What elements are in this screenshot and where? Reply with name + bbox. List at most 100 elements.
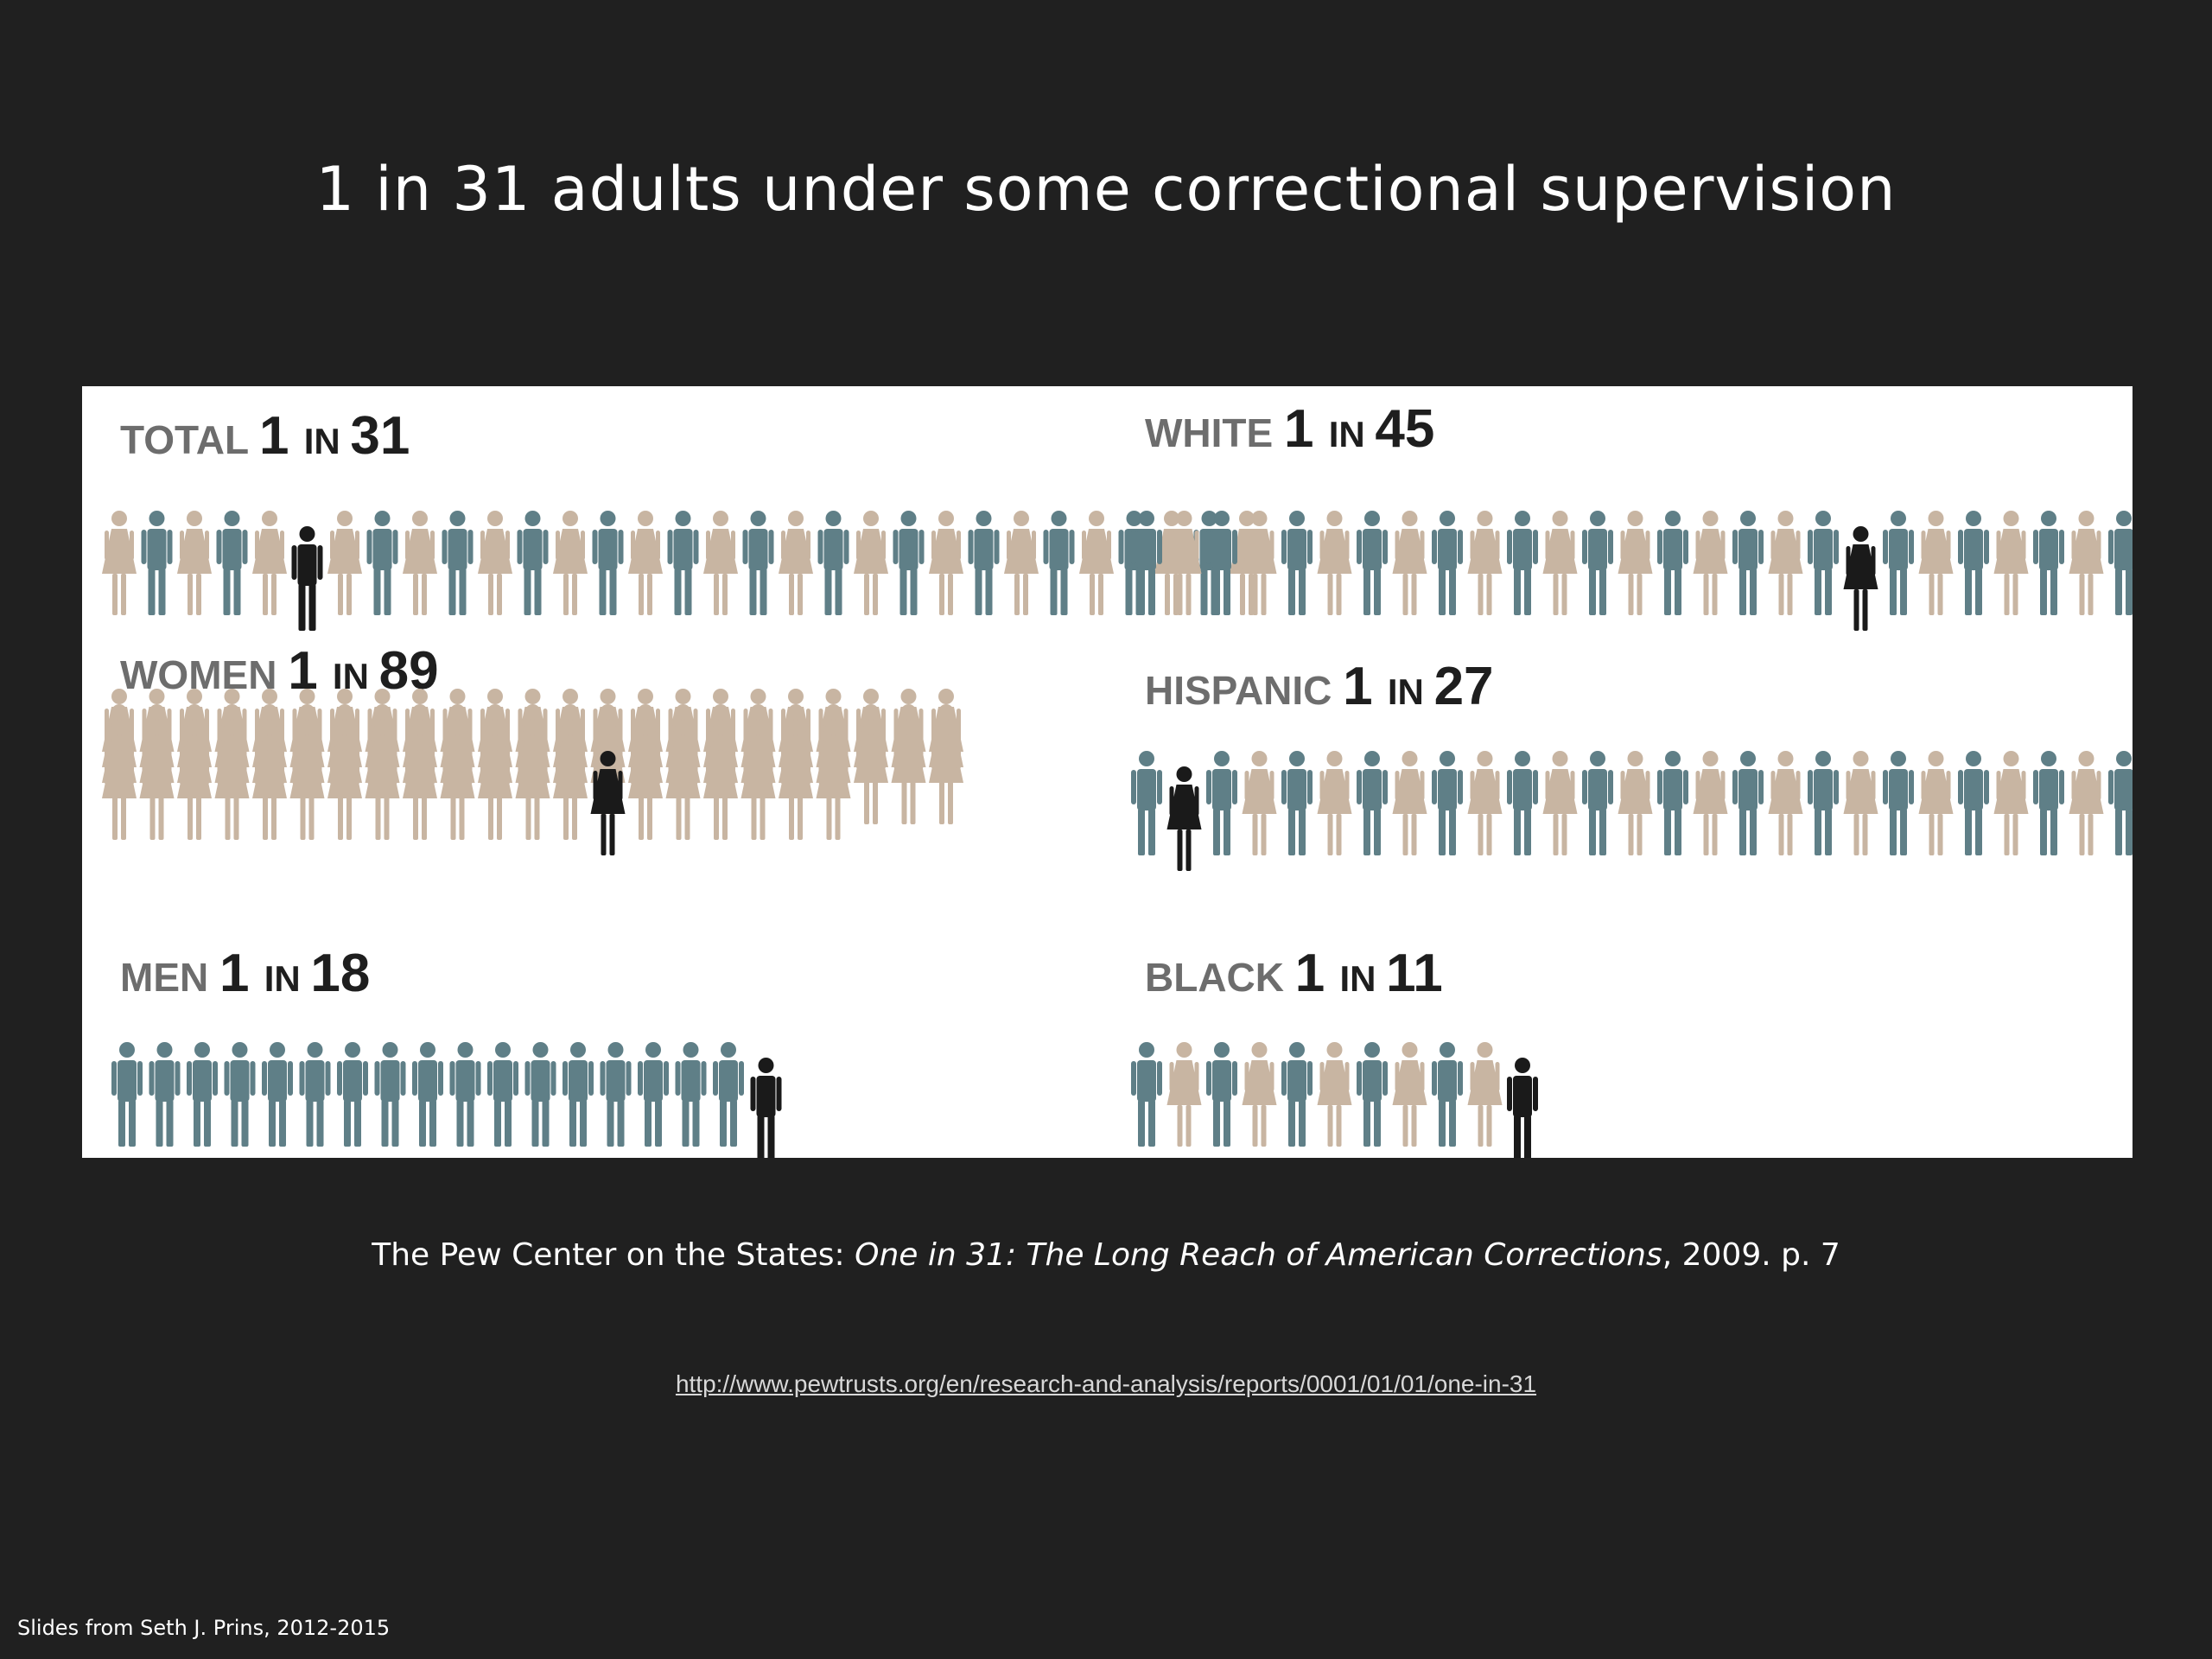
female-person-icon xyxy=(1918,511,1954,615)
series-black: BLACK 1 IN 11 xyxy=(1131,944,1538,1158)
series-label-total: TOTAL 1 IN 31 xyxy=(120,406,410,466)
male-person-icon xyxy=(1958,511,1989,615)
series-label-black: BLACK 1 IN 11 xyxy=(1145,944,1443,1003)
female-person-icon xyxy=(1166,1042,1202,1147)
female-person-icon xyxy=(177,511,212,615)
female-person-icon xyxy=(1317,511,1352,615)
female-person-icon xyxy=(929,511,963,615)
ratio-in: IN xyxy=(1339,958,1386,999)
series-hispanic: HISPANIC 1 IN 27 xyxy=(1131,657,2133,871)
male-person-icon xyxy=(742,511,774,615)
ratio-count: 1 xyxy=(1284,399,1329,459)
series-name: MEN xyxy=(120,955,219,1000)
highlighted-person-icon xyxy=(1843,526,1878,631)
pictograph-svg: TOTAL 1 IN 31 WOMEN 1 IN 89 MEN 1 IN 18 WHI… xyxy=(102,399,2133,1158)
female-person-icon xyxy=(553,735,588,840)
female-person-icon xyxy=(741,735,776,840)
female-person-icon xyxy=(628,735,663,840)
male-person-icon xyxy=(713,1042,744,1147)
male-person-icon xyxy=(1883,511,1914,615)
female-person-icon xyxy=(440,735,475,840)
male-person-icon xyxy=(524,1042,556,1147)
citation: The Pew Center on the States: One in 31:… xyxy=(0,1237,2212,1273)
source-link: http://www.pewtrusts.org/en/research-and… xyxy=(0,1370,2212,1398)
female-person-icon xyxy=(703,511,738,615)
highlighted-person-icon xyxy=(291,526,323,631)
female-person-icon xyxy=(1693,511,1728,615)
male-person-icon xyxy=(1281,1042,1313,1147)
male-person-icon xyxy=(111,1042,143,1147)
series-name: WHITE xyxy=(1145,410,1284,455)
citation-publisher: The Pew Center on the States: xyxy=(372,1237,855,1273)
female-person-icon xyxy=(628,511,663,615)
ratio-total: 89 xyxy=(379,641,439,701)
male-person-icon xyxy=(141,511,173,615)
male-person-icon xyxy=(968,511,1000,615)
male-person-icon xyxy=(487,1042,518,1147)
male-person-icon xyxy=(149,1042,181,1147)
female-person-icon xyxy=(703,735,738,840)
female-person-icon xyxy=(327,735,362,840)
male-person-icon xyxy=(262,1042,293,1147)
female-person-icon xyxy=(1317,751,1352,855)
series-label-hispanic: HISPANIC 1 IN 27 xyxy=(1145,657,1494,716)
male-person-icon xyxy=(187,1042,218,1147)
series-name: HISPANIC xyxy=(1145,668,1343,713)
female-person-icon xyxy=(1242,511,1277,615)
male-person-icon xyxy=(1131,511,1162,615)
female-person-icon xyxy=(1467,751,1503,855)
ratio-in: IN xyxy=(304,421,351,461)
male-person-icon xyxy=(667,511,699,615)
citation-report-title: One in 31: The Long Reach of American Co… xyxy=(855,1237,1662,1273)
female-person-icon xyxy=(1392,751,1427,855)
female-person-icon xyxy=(1993,511,2029,615)
female-person-icon xyxy=(1079,511,1114,615)
female-person-icon xyxy=(1768,511,1803,615)
female-person-icon xyxy=(1693,751,1728,855)
male-person-icon xyxy=(1958,751,1989,855)
male-person-icon xyxy=(1206,751,1237,855)
female-person-icon xyxy=(1618,751,1653,855)
citation-details: , 2009. p. 7 xyxy=(1662,1237,1840,1273)
female-person-icon xyxy=(289,735,325,840)
male-person-icon xyxy=(374,1042,406,1147)
male-person-icon xyxy=(337,1042,368,1147)
male-person-icon xyxy=(563,1042,594,1147)
male-person-icon xyxy=(1357,511,1388,615)
male-person-icon xyxy=(2033,751,2064,855)
ratio-in: IN xyxy=(264,958,311,999)
highlighted-person-icon xyxy=(1166,766,1202,871)
female-person-icon xyxy=(478,511,512,615)
ratio-total: 18 xyxy=(310,944,370,1003)
female-person-icon xyxy=(1542,751,1578,855)
female-person-icon xyxy=(816,735,851,840)
male-person-icon xyxy=(1281,751,1313,855)
male-person-icon xyxy=(1582,751,1613,855)
male-person-icon xyxy=(1582,511,1613,615)
male-person-icon xyxy=(1357,1042,1388,1147)
male-person-icon xyxy=(1357,751,1388,855)
ratio-count: 1 xyxy=(219,944,264,1003)
female-person-icon xyxy=(365,735,400,840)
male-person-icon xyxy=(366,511,398,615)
male-person-icon xyxy=(2108,511,2133,615)
series-name: BLACK xyxy=(1145,955,1295,1000)
source-url-link[interactable]: http://www.pewtrusts.org/en/research-and… xyxy=(675,1370,1537,1397)
female-person-icon xyxy=(252,735,287,840)
male-person-icon xyxy=(675,1042,707,1147)
ratio-total: 31 xyxy=(350,406,410,466)
male-person-icon xyxy=(1507,751,1538,855)
female-person-icon xyxy=(854,720,888,824)
male-person-icon xyxy=(1131,1042,1162,1147)
ratio-total: 27 xyxy=(1434,657,1494,716)
female-person-icon xyxy=(891,720,926,824)
female-person-icon xyxy=(1918,751,1954,855)
male-person-icon xyxy=(638,1042,669,1147)
male-person-icon xyxy=(1432,511,1463,615)
female-person-icon xyxy=(553,511,588,615)
female-person-icon xyxy=(214,735,250,840)
male-person-icon xyxy=(1732,751,1764,855)
female-person-icon xyxy=(252,511,287,615)
male-person-icon xyxy=(2108,751,2133,855)
male-person-icon xyxy=(1043,511,1075,615)
